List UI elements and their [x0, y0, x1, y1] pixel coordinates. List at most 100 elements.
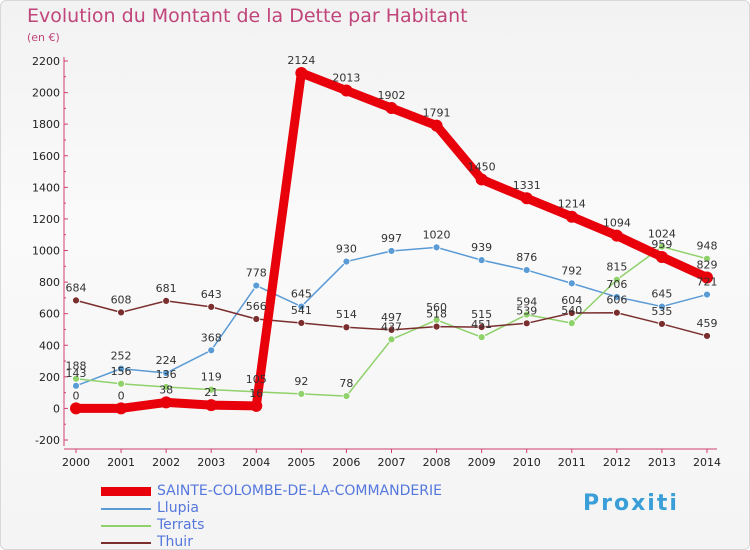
data-label: 540: [561, 304, 582, 317]
data-label: 368: [201, 331, 222, 344]
data-label: 643: [201, 288, 222, 301]
data-point: [430, 119, 443, 132]
data-point: [567, 319, 576, 328]
legend-item: Llupia: [101, 500, 521, 517]
data-label: 497: [381, 311, 402, 324]
data-point: [612, 308, 621, 317]
x-tick-label: 2003: [197, 456, 225, 469]
data-point: [342, 323, 351, 332]
data-point: [567, 279, 576, 288]
data-label: 535: [651, 305, 672, 318]
data-point: [477, 333, 486, 342]
data-label: 451: [471, 318, 492, 331]
x-tick-label: 2010: [513, 456, 541, 469]
legend-swatch: [101, 542, 151, 544]
data-label: 645: [651, 288, 672, 301]
data-label: 105: [246, 373, 267, 386]
legend: SAINTE-COLOMBE-DE-LA-COMMANDERIE Llupia Te…: [101, 483, 521, 550]
data-point: [658, 320, 666, 328]
data-label: 792: [561, 264, 582, 277]
data-label: 518: [426, 308, 447, 321]
data-point: [252, 281, 261, 290]
data-point: [207, 346, 216, 355]
x-tick-label: 2014: [693, 456, 721, 469]
data-label: 815: [606, 261, 627, 274]
data-point: [612, 275, 621, 284]
data-label: 2013: [332, 72, 360, 85]
data-label: 608: [111, 293, 132, 306]
data-label: 188: [66, 360, 87, 373]
data-point: [703, 332, 711, 340]
data-label: 1791: [423, 107, 451, 120]
data-label: 930: [336, 243, 357, 256]
y-tick-label: 2000: [32, 87, 60, 100]
data-point: [703, 290, 711, 299]
data-point: [477, 256, 486, 265]
data-label: 224: [156, 354, 177, 367]
data-point: [297, 319, 306, 327]
data-point: [342, 392, 351, 400]
data-point: [207, 385, 216, 394]
x-tick-label: 2000: [62, 456, 90, 469]
y-tick-label: 1200: [32, 213, 60, 226]
data-point: [658, 302, 666, 311]
data-label: 560: [426, 301, 447, 314]
data-point: [117, 379, 125, 388]
data-point: [295, 67, 308, 80]
data-point: [207, 302, 216, 311]
data-label: 252: [111, 350, 132, 363]
data-point: [522, 266, 531, 274]
data-point: [162, 369, 171, 377]
legend-swatch: [101, 487, 151, 496]
data-point: [522, 319, 531, 328]
data-label: 948: [697, 240, 718, 253]
data-point: [387, 326, 396, 334]
legend-swatch: [101, 525, 151, 527]
data-label: 604: [561, 294, 582, 307]
x-tick-label: 2009: [468, 456, 496, 469]
data-label: 1902: [378, 89, 406, 102]
chart-title: Evolution du Montant de la Dette par Hab…: [27, 5, 468, 27]
x-tick-label: 2006: [332, 456, 360, 469]
y-tick-label: 600: [39, 308, 60, 321]
data-label: 515: [471, 308, 492, 321]
data-point: [701, 271, 713, 284]
data-point: [162, 296, 171, 305]
data-point: [117, 308, 125, 317]
x-tick-label: 2008: [423, 456, 451, 469]
legend-label: Thuir: [157, 534, 193, 550]
data-label: 681: [156, 282, 177, 295]
y-tick-label: 1600: [32, 150, 60, 163]
data-label: 0: [73, 389, 80, 402]
data-label: 541: [291, 304, 312, 317]
data-label: 684: [66, 281, 87, 294]
data-point: [250, 399, 263, 412]
data-point: [72, 381, 80, 390]
y-tick-label: 2200: [32, 55, 60, 68]
data-point: [612, 293, 621, 301]
data-point: [567, 309, 576, 317]
legend-item: Terrats: [101, 517, 521, 534]
x-tick-label: 2011: [558, 456, 586, 469]
y-tick-label: 1000: [32, 245, 60, 258]
data-label: 459: [697, 317, 718, 330]
data-label: 959: [651, 238, 672, 251]
data-label: 939: [471, 241, 492, 254]
data-point: [387, 247, 396, 255]
data-label: 721: [697, 276, 718, 289]
x-tick-label: 2005: [287, 456, 315, 469]
data-label: 566: [246, 300, 267, 313]
data-point: [297, 302, 306, 311]
data-point: [522, 310, 531, 319]
data-label: 156: [111, 365, 132, 378]
data-label: 0: [118, 389, 125, 402]
data-point: [252, 315, 261, 323]
data-label: 645: [291, 288, 312, 301]
x-tick-label: 2004: [242, 456, 270, 469]
data-label: 119: [201, 371, 222, 384]
legend-label: SAINTE-COLOMBE-DE-LA-COMMANDERIE: [157, 483, 442, 499]
data-label: 594: [516, 296, 537, 309]
data-point: [72, 296, 80, 305]
data-label: 1214: [558, 198, 586, 211]
